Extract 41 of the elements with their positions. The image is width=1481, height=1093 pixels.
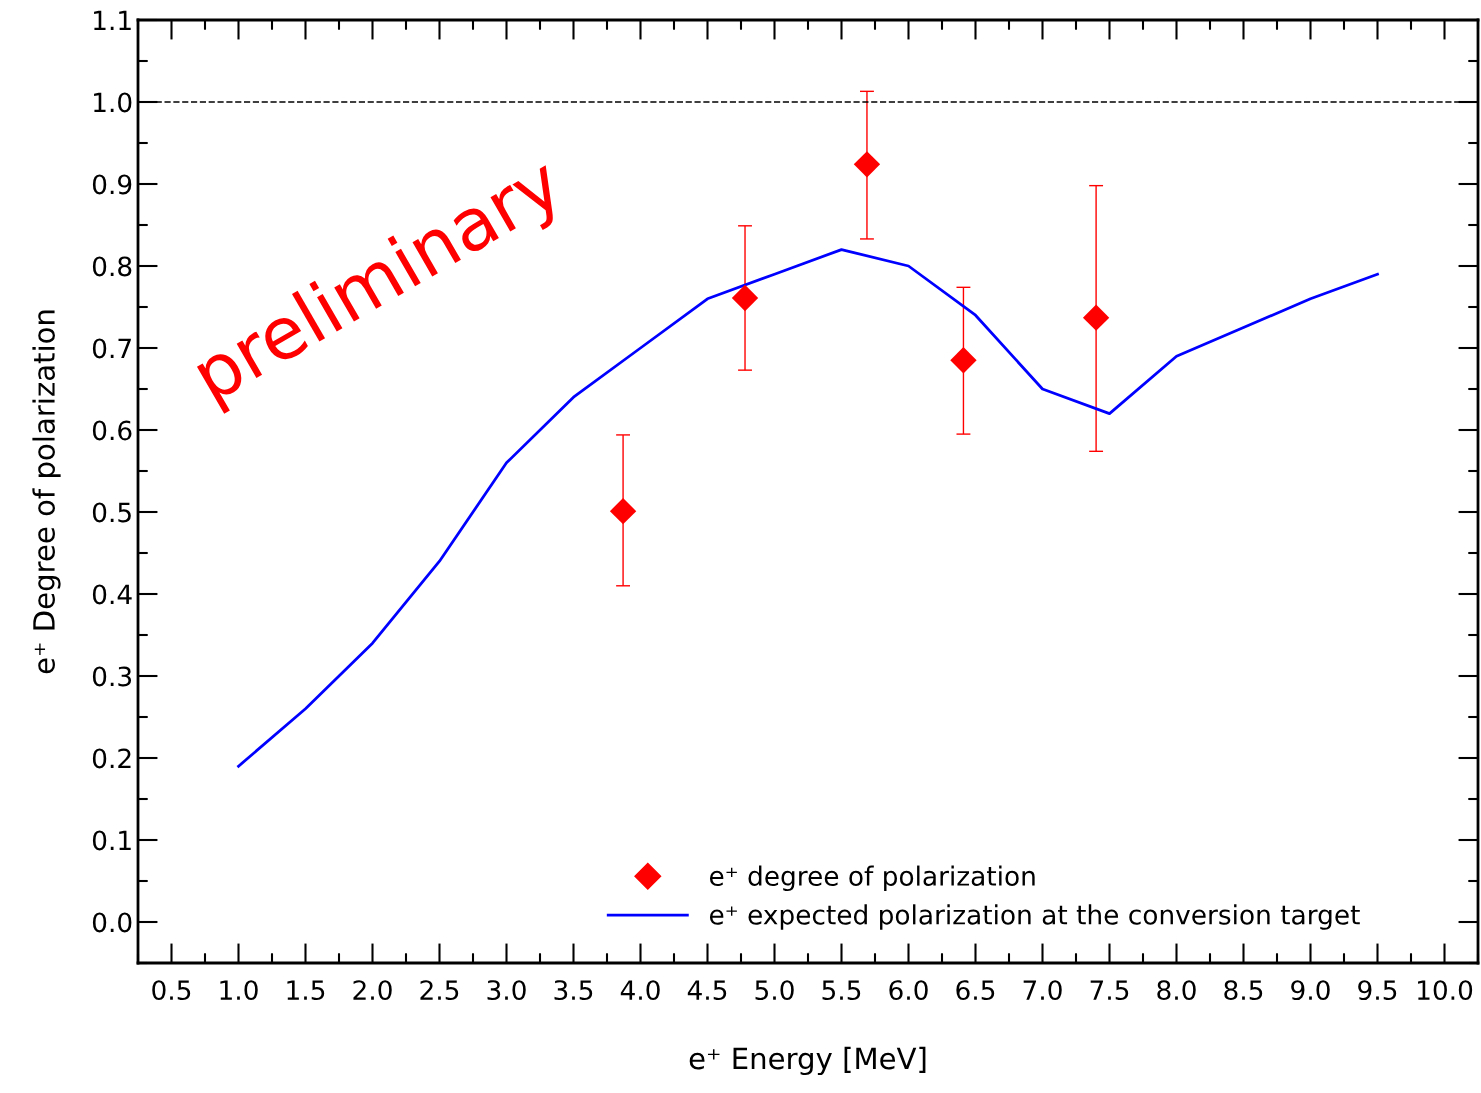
point	[1082, 304, 1110, 331]
x-tick-label: 3.0	[487, 980, 526, 1001]
y-tick-label: 0.5	[92, 502, 131, 523]
y-axis-title: e⁺ Degree of polarization	[32, 310, 61, 674]
x-tick-label: 10.0	[1418, 980, 1473, 1001]
y-tick-label: 0.0	[92, 912, 132, 933]
x-tick-label: 2.5	[420, 980, 459, 1001]
x-tick-label: 1.0	[220, 980, 258, 1001]
point	[950, 347, 977, 374]
point	[731, 284, 759, 312]
x-tick-label: 3.5	[554, 980, 593, 1001]
point	[609, 498, 637, 525]
x-axis-title: e⁺ Energy [MeV]	[689, 1046, 926, 1076]
point	[853, 151, 881, 178]
y-tick-label: 0.3	[92, 666, 132, 687]
x-tick-label: 5.5	[822, 980, 861, 1001]
y-tick-label: 0.6	[92, 420, 132, 441]
y-tick-label: 0.1	[92, 830, 131, 851]
y-tick-label: 0.2	[92, 748, 131, 769]
x-tick-label: 6.5	[956, 980, 995, 1001]
legend-label: e⁺ expected polarization at the conversion target	[709, 904, 1360, 930]
x-tick-label: 6.0	[889, 980, 928, 1001]
x-tick-label: 4.0	[620, 980, 660, 1001]
legend-label: e⁺ degree of polarization	[709, 865, 1035, 892]
x-tick-label: 5.0	[755, 980, 794, 1001]
y-tick-label: 0.8	[92, 256, 132, 277]
y-tick-label: 1.0	[94, 92, 132, 113]
x-tick-label: 7.5	[1090, 980, 1129, 1001]
y-tick-label: 0.7	[92, 338, 131, 359]
y-tick-label: 1.1	[94, 10, 131, 31]
x-tick-label: 0.5	[152, 980, 191, 1001]
y-tick-label: 0.9	[92, 174, 132, 195]
x-tick-label: 8.0	[1157, 980, 1196, 1001]
x-tick-label: 4.5	[687, 980, 727, 1001]
x-tick-label: 9.5	[1358, 980, 1397, 1001]
x-tick-label: 8.5	[1224, 980, 1263, 1001]
x-tick-label: 7.0	[1023, 980, 1062, 1001]
x-tick-label: 9.0	[1291, 980, 1330, 1001]
y-tick-label: 0.4	[92, 584, 132, 605]
x-tick-label: 1.5	[287, 980, 325, 1001]
x-tick-label: 2.0	[353, 980, 392, 1001]
